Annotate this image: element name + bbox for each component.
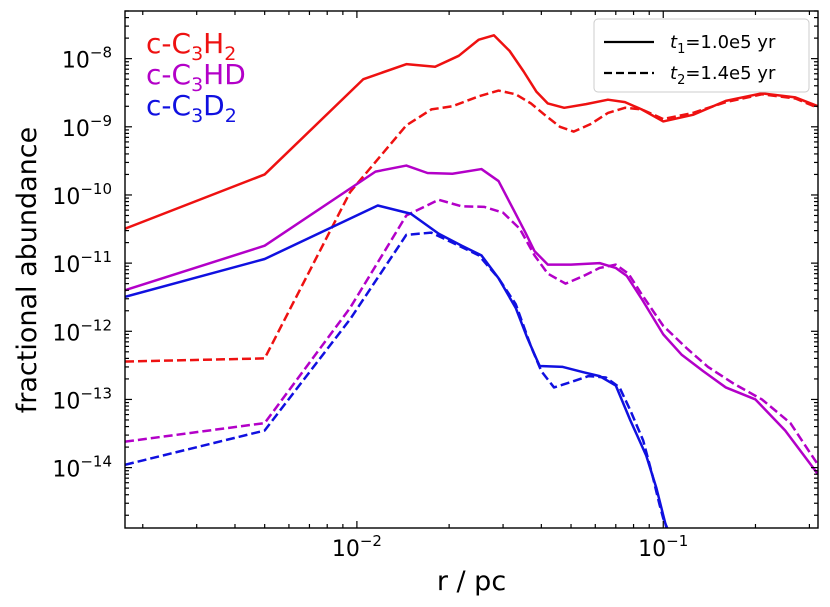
series-line-1 bbox=[125, 89, 818, 363]
x-tick-label: 10−2 bbox=[332, 532, 382, 562]
x-tick-label: 10−1 bbox=[638, 532, 688, 562]
legend: t1=1.0e5 yr t2=1.4e5 yr bbox=[593, 18, 810, 93]
series-layer bbox=[125, 34, 818, 528]
y-tick-label: 10−9 bbox=[62, 112, 112, 142]
y-tick-label: 10−8 bbox=[62, 44, 112, 74]
series-line-4 bbox=[125, 204, 668, 528]
series-line-3 bbox=[125, 198, 818, 466]
legend-label: t2=1.4e5 yr bbox=[670, 63, 776, 88]
species-label: c-C3HD bbox=[146, 58, 246, 96]
y-tick-label: 10−12 bbox=[52, 316, 112, 346]
y-tick-label: 10−14 bbox=[52, 453, 112, 483]
ticks-layer bbox=[125, 10, 818, 528]
tick-labels-layer: 10−2 10−1 10−14 10−13 10−12 10−11 10−10 10−9 10−… bbox=[52, 44, 688, 562]
y-axis-label: fractional abundance bbox=[12, 127, 43, 414]
y-tick-label: 10−13 bbox=[52, 384, 112, 414]
y-tick-label: 10−11 bbox=[52, 248, 112, 278]
y-tick-label: 10−10 bbox=[52, 180, 112, 210]
legend-label: t1=1.0e5 yr bbox=[670, 32, 776, 57]
species-label: c-C3H2 bbox=[146, 27, 236, 65]
series-line-5 bbox=[125, 231, 669, 528]
x-axis-label: r / pc bbox=[437, 566, 506, 597]
series-line-2 bbox=[125, 164, 818, 475]
species-label: c-C3D2 bbox=[146, 89, 237, 127]
series-line-0 bbox=[125, 34, 818, 230]
